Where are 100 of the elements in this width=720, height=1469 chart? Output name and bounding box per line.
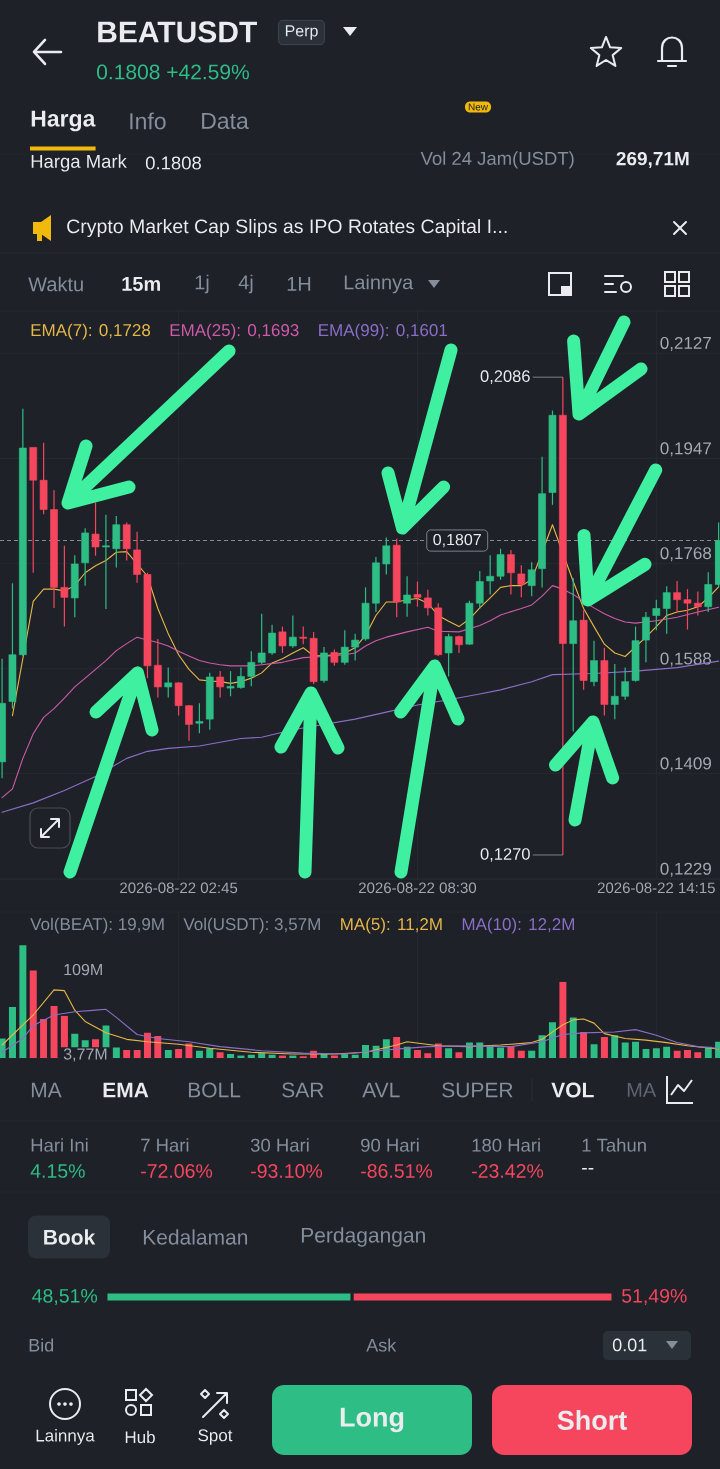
bar [112,1047,120,1058]
text: EMA(25): 0,1693 [170,323,299,340]
x-tick-label: 2026-08-22 14:15 [597,882,715,894]
bar [206,1048,214,1058]
x-tick-label: 2026-08-22 08:30 [359,882,477,894]
text: -- [582,1168,594,1170]
text: Kedalaman [143,1229,248,1245]
bar [29,970,37,1058]
text: 0.01 [612,1338,647,1352]
data-label: 48,51% [32,1288,98,1306]
text: MA [627,1083,657,1097]
text: Hari Ini [31,1138,88,1152]
bar [663,1046,671,1058]
bar [548,1022,556,1058]
bar [517,1050,525,1058]
text: 4.15% [30,1164,85,1178]
y-tick-label: 0,1409 [660,757,711,772]
bar [652,1048,660,1058]
bar [683,1049,691,1058]
x-tick-label: 2026-08-22 02:45 [120,882,238,894]
bar [133,1049,141,1058]
bar [528,1050,536,1058]
bar [123,1049,131,1058]
text: Data [202,112,249,129]
bar [569,1017,577,1058]
text: SUPER [442,1082,513,1098]
text: Vol 24 Jam(USDT) [420,151,574,169]
text: 7 Hari [141,1138,189,1152]
text: 30 Hari [250,1138,309,1152]
bar [632,1041,640,1058]
bar [175,1049,183,1058]
text: EMA(7): 0,1728 [31,323,151,340]
bar [621,1042,629,1058]
text: EMA [103,1082,149,1098]
bar [216,1052,224,1058]
text: Perdagangan [301,1227,425,1247]
bar [40,1019,48,1058]
bar [673,1050,681,1058]
text: Info [130,112,166,130]
bar [247,1054,255,1058]
text: Harga Mark [31,154,127,172]
text: EMA(99): 0,1601 [319,323,447,340]
text: -93.10% [251,1164,323,1178]
text: -72.06% [141,1164,213,1178]
bar [50,1006,58,1058]
bar [455,1052,463,1058]
text: Waktu [28,276,83,292]
text: MA(10): 12,2M [462,917,574,934]
y-tick-label: 109M [64,963,102,976]
text: Bid [29,1338,54,1352]
text: Short [557,1410,627,1430]
text: 269,71M [616,151,689,169]
text: AVL [362,1082,400,1098]
annotation: 0,2086 [480,370,530,384]
bar [424,1053,432,1058]
bar [185,1043,193,1058]
bar [611,1035,619,1058]
y-tick-label: 0,1947 [660,442,711,457]
bar [195,1050,203,1058]
bar [600,1036,608,1058]
text: Lainnya [344,274,414,294]
text: Harga [31,110,96,132]
text: Ask [366,1338,397,1352]
bar [580,1032,588,1058]
bar [590,1044,598,1058]
bar [497,1047,505,1058]
text: -23.42% [472,1164,544,1178]
text: Hub [125,1430,155,1444]
y-tick-label: 0,1768 [660,547,712,562]
text: Book [44,1229,96,1245]
text: MA [31,1082,62,1098]
text: 1 Tahun [582,1138,646,1152]
text: SAR [282,1082,324,1098]
text: 1H [287,277,311,291]
text: Perp [285,25,318,40]
bar [227,1053,235,1058]
bar [164,1049,172,1058]
bar [694,1052,702,1058]
text: Long [340,1407,404,1433]
text: BEATUSDT [98,21,257,43]
ref-line-label: 0,1807 [433,533,481,548]
bar [445,1048,453,1058]
text: BOLL [188,1082,241,1098]
bar [413,1049,421,1058]
bar [268,1054,276,1058]
text: 4j [238,274,253,294]
text: New [468,103,489,111]
text: Spot [198,1429,233,1445]
text: Lainnya [36,1429,95,1445]
text: 1j [195,274,209,294]
text: VOL [551,1082,594,1098]
y-tick-label: 0,1229 [660,862,711,877]
text: Crypto Market Cap Slips as IPO Rotates Capital I... [67,218,507,238]
annotation: 0,1270 [480,848,530,862]
text: MA(5): 11,2M [341,917,442,934]
y-tick-label: 3,77M [63,1048,107,1062]
text: 90 Hari [361,1138,419,1152]
bar [258,1053,266,1058]
bar [351,1054,359,1058]
data-label: 51,49% [621,1288,687,1306]
